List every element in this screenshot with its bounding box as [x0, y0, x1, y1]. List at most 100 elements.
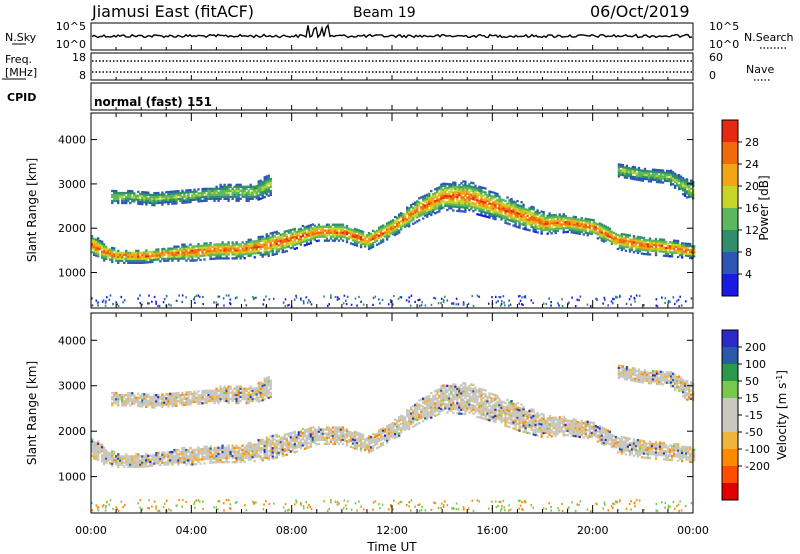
power-cell — [660, 248, 664, 251]
velocity-cell — [337, 430, 341, 433]
power-cell — [572, 227, 575, 230]
velocity-cell — [474, 396, 477, 400]
power-cell — [666, 246, 670, 250]
power-cell — [193, 188, 196, 191]
velocity-cell — [295, 436, 298, 439]
power-cell — [335, 223, 339, 226]
velocity-cell — [371, 436, 375, 440]
power-cell — [542, 216, 545, 220]
power-cell — [235, 249, 238, 252]
power-cell — [562, 221, 565, 224]
power-cell — [422, 195, 425, 198]
power-cell — [229, 251, 232, 254]
power-cell — [275, 236, 278, 239]
velocity-cell — [359, 449, 363, 452]
power-cell — [251, 187, 254, 190]
power-cell — [494, 214, 497, 217]
power-cell — [183, 257, 186, 260]
power-cell — [408, 211, 411, 214]
power-cell — [686, 244, 690, 248]
velocity-cell — [221, 454, 224, 458]
velocity-cell — [247, 442, 250, 445]
power-cell — [381, 234, 385, 237]
power-cell — [651, 172, 655, 175]
power-cell — [482, 206, 485, 210]
velocity-cell — [450, 409, 453, 412]
velocity-cell — [163, 463, 166, 466]
power-cell — [594, 222, 597, 225]
power-cell — [125, 253, 128, 256]
power-cell — [297, 230, 300, 233]
velocity-cell — [448, 384, 451, 388]
power-cell — [355, 244, 359, 247]
power-cell — [285, 230, 288, 233]
power-cell — [191, 194, 194, 198]
velocity-cell — [446, 390, 449, 394]
power-cell — [464, 204, 467, 207]
power-cell — [167, 194, 170, 198]
power-cell — [675, 300, 678, 303]
power-cell — [668, 241, 672, 244]
power-cell — [175, 190, 178, 193]
velocity-cell — [133, 459, 136, 462]
velocity-cell — [426, 418, 429, 421]
velocity-cell — [345, 440, 349, 443]
power-cell — [163, 257, 166, 261]
power-cell — [249, 240, 252, 243]
power-cell — [636, 245, 640, 249]
velocity-cell — [105, 459, 108, 462]
power-cell — [385, 238, 389, 241]
velocity-cell — [237, 446, 240, 449]
power-cell — [642, 242, 646, 246]
velocity-cell — [466, 386, 469, 389]
power-cell — [450, 205, 453, 208]
power-cell — [105, 245, 108, 249]
power-cell — [645, 169, 649, 173]
velocity-cell — [187, 457, 190, 460]
velocity-cell — [181, 448, 184, 452]
power-cell — [161, 195, 164, 198]
velocity-cell — [440, 409, 443, 413]
power-cell — [625, 168, 629, 171]
power-cell — [690, 249, 694, 252]
power-cell — [518, 212, 521, 215]
velocity-cell — [339, 440, 343, 444]
power-cell — [171, 192, 174, 195]
power-cell — [524, 210, 527, 213]
velocity-cell — [263, 446, 266, 450]
power-cell — [135, 249, 138, 253]
power-cell — [309, 236, 313, 239]
power-cell — [436, 197, 439, 200]
velocity-cell — [472, 383, 475, 387]
power-cell — [568, 228, 571, 232]
power-cell — [574, 231, 577, 235]
velocity-cell — [179, 457, 182, 460]
power-cell — [550, 222, 553, 225]
power-cell — [151, 197, 154, 201]
velocity-cell — [440, 405, 443, 409]
velocity-cell — [396, 435, 399, 439]
power-cell — [430, 199, 433, 203]
velocity-cell — [442, 396, 445, 399]
power-cell — [299, 227, 302, 230]
power-cell — [185, 259, 188, 262]
velocity-cell — [430, 408, 433, 411]
power-cell — [307, 226, 311, 230]
power-cell — [664, 250, 668, 254]
power-cell — [209, 255, 212, 259]
velocity-cell — [460, 412, 463, 415]
power-cell — [400, 216, 403, 219]
power-cell — [442, 206, 445, 209]
power-cell — [572, 219, 575, 222]
power-cell — [606, 236, 610, 239]
velocity-cell — [480, 414, 483, 418]
power-cell — [341, 227, 345, 230]
power-cell — [285, 242, 288, 245]
velocity-cell — [331, 430, 335, 433]
power-cell — [622, 243, 626, 246]
power-cell — [93, 251, 96, 255]
power-echo-cells — [91, 163, 696, 308]
velocity-cell — [436, 389, 439, 392]
power-cell — [470, 201, 473, 204]
power-cell — [396, 226, 399, 229]
